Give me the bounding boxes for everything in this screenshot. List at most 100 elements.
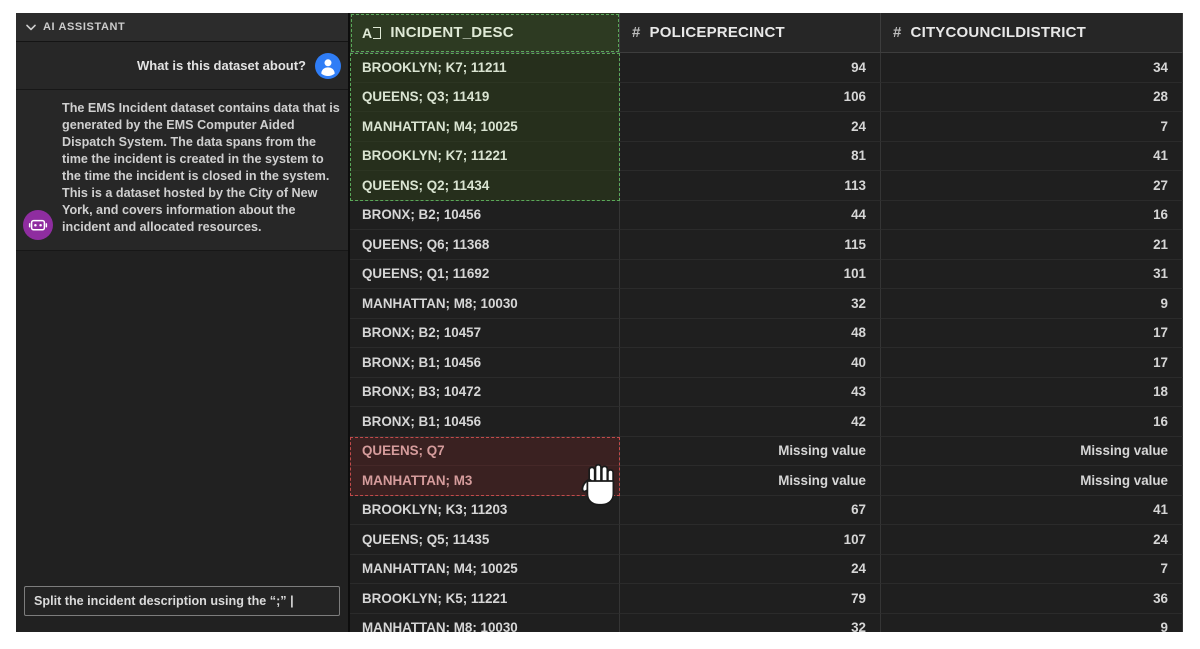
person-icon xyxy=(315,52,341,79)
cell-citycouncildistrict[interactable]: 17 xyxy=(881,348,1183,378)
cell-policeprecinct[interactable]: 106 xyxy=(620,82,881,112)
cell-incident-desc[interactable]: BROOKLYN; K7; 11211 xyxy=(350,53,620,83)
table-row: BROOKLYN; K3; 11203 67 41 xyxy=(350,495,1183,525)
cell-incident-desc[interactable]: QUEENS; Q1; 11692 xyxy=(350,259,620,289)
table-row: MANHATTAN; M4; 10025 24 7 xyxy=(350,554,1183,584)
cell-policeprecinct[interactable]: 79 xyxy=(620,584,881,614)
table-row: BRONX; B1; 10456 42 16 xyxy=(350,407,1183,437)
table-row: MANHATTAN; M8; 10030 32 9 xyxy=(350,289,1183,319)
table-row: BROOKLYN; K7; 11211 94 34 xyxy=(350,53,1183,83)
cell-policeprecinct[interactable]: 24 xyxy=(620,112,881,142)
number-type-icon: # xyxy=(893,24,902,41)
text-type-icon: A xyxy=(362,26,382,40)
cell-incident-desc[interactable]: MANHATTAN; M4; 10025 xyxy=(350,112,620,142)
table-header: A INCIDENT_DESC # POLICEPRECINCT # CITYC… xyxy=(350,13,1183,53)
cell-incident-desc[interactable]: QUEENS; Q3; 11419 xyxy=(350,82,620,112)
assistant-answer-text: The EMS Incident dataset contains data t… xyxy=(62,101,340,234)
table-row: MANHATTAN; M3 Missing value Missing value xyxy=(350,466,1183,496)
cell-incident-desc[interactable]: MANHATTAN; M8; 10030 xyxy=(350,613,620,632)
cell-policeprecinct[interactable]: 107 xyxy=(620,525,881,555)
cell-policeprecinct[interactable]: 44 xyxy=(620,200,881,230)
cell-incident-desc[interactable]: BRONX; B1; 10456 xyxy=(350,348,620,378)
column-header-label: POLICEPRECINCT xyxy=(649,24,785,41)
cell-citycouncildistrict[interactable]: 24 xyxy=(881,525,1183,555)
cell-incident-desc[interactable]: BROOKLYN; K3; 11203 xyxy=(350,495,620,525)
cell-policeprecinct[interactable]: 24 xyxy=(620,554,881,584)
cell-incident-desc[interactable]: BRONX; B2; 10456 xyxy=(350,200,620,230)
cell-incident-desc[interactable]: BRONX; B3; 10472 xyxy=(350,377,620,407)
cell-citycouncildistrict[interactable]: 16 xyxy=(881,407,1183,437)
cell-policeprecinct[interactable]: 101 xyxy=(620,259,881,289)
cell-citycouncildistrict[interactable]: 41 xyxy=(881,141,1183,171)
cell-citycouncildistrict[interactable]: 16 xyxy=(881,200,1183,230)
table-row: BROOKLYN; K5; 11221 79 36 xyxy=(350,584,1183,614)
cell-policeprecinct[interactable]: 113 xyxy=(620,171,881,201)
assistant-message: The EMS Incident dataset contains data t… xyxy=(16,90,348,251)
cell-policeprecinct[interactable]: 67 xyxy=(620,495,881,525)
cell-policeprecinct[interactable]: 42 xyxy=(620,407,881,437)
table-row: QUEENS; Q1; 11692 101 31 xyxy=(350,259,1183,289)
cell-citycouncildistrict[interactable]: 36 xyxy=(881,584,1183,614)
cell-citycouncildistrict[interactable]: 7 xyxy=(881,554,1183,584)
table-row: QUEENS; Q7 Missing value Missing value xyxy=(350,436,1183,466)
column-header-label: INCIDENT_DESC xyxy=(390,24,514,41)
table-row: QUEENS; Q2; 11434 113 27 xyxy=(350,171,1183,201)
column-header-citycouncildistrict[interactable]: # CITYCOUNCILDISTRICT xyxy=(881,13,1183,53)
number-type-icon: # xyxy=(632,24,641,41)
cell-citycouncildistrict[interactable]: Missing value xyxy=(881,436,1183,466)
table-row: MANHATTAN; M4; 10025 24 7 xyxy=(350,112,1183,142)
cell-policeprecinct[interactable]: 48 xyxy=(620,318,881,348)
cell-incident-desc[interactable]: BRONX; B2; 10457 xyxy=(350,318,620,348)
column-header-incident-desc[interactable]: A INCIDENT_DESC xyxy=(350,13,620,53)
cell-incident-desc[interactable]: BROOKLYN; K5; 11221 xyxy=(350,584,620,614)
table-row: BROOKLYN; K7; 11221 81 41 xyxy=(350,141,1183,171)
cell-citycouncildistrict[interactable]: 41 xyxy=(881,495,1183,525)
cell-citycouncildistrict[interactable]: 27 xyxy=(881,171,1183,201)
table-row: BRONX; B2; 10457 48 17 xyxy=(350,318,1183,348)
cell-incident-desc[interactable]: BRONX; B1; 10456 xyxy=(350,407,620,437)
sidebar-spacer xyxy=(16,251,348,586)
panel-title: AI ASSISTANT xyxy=(43,21,126,33)
column-header-label: CITYCOUNCILDISTRICT xyxy=(910,24,1087,41)
chat-input[interactable] xyxy=(24,586,340,616)
cell-policeprecinct[interactable]: Missing value xyxy=(620,436,881,466)
cell-citycouncildistrict[interactable]: 31 xyxy=(881,259,1183,289)
cell-incident-desc[interactable]: MANHATTAN; M8; 10030 xyxy=(350,289,620,319)
cell-incident-desc[interactable]: QUEENS; Q7 xyxy=(350,436,620,466)
cell-policeprecinct[interactable]: 115 xyxy=(620,230,881,260)
cell-policeprecinct[interactable]: 32 xyxy=(620,289,881,319)
cell-citycouncildistrict[interactable]: 34 xyxy=(881,53,1183,83)
user-question-text: What is this dataset about? xyxy=(136,58,306,73)
cell-incident-desc[interactable]: MANHATTAN; M3 xyxy=(350,466,620,496)
cell-citycouncildistrict[interactable]: 21 xyxy=(881,230,1183,260)
data-table: A INCIDENT_DESC # POLICEPRECINCT # CITYC… xyxy=(350,13,1183,632)
robot-icon xyxy=(23,210,53,240)
cell-policeprecinct[interactable]: 40 xyxy=(620,348,881,378)
cell-policeprecinct[interactable]: 43 xyxy=(620,377,881,407)
table-row: QUEENS; Q6; 11368 115 21 xyxy=(350,230,1183,260)
cell-citycouncildistrict[interactable]: Missing value xyxy=(881,466,1183,496)
cell-incident-desc[interactable]: BROOKLYN; K7; 11221 xyxy=(350,141,620,171)
cell-citycouncildistrict[interactable]: 28 xyxy=(881,82,1183,112)
table-row: MANHATTAN; M8; 10030 32 9 xyxy=(350,613,1183,632)
cell-citycouncildistrict[interactable]: 18 xyxy=(881,377,1183,407)
cell-incident-desc[interactable]: QUEENS; Q6; 11368 xyxy=(350,230,620,260)
cell-citycouncildistrict[interactable]: 17 xyxy=(881,318,1183,348)
user-message: What is this dataset about? xyxy=(16,42,348,90)
cell-incident-desc[interactable]: QUEENS; Q2; 11434 xyxy=(350,171,620,201)
cell-policeprecinct[interactable]: 81 xyxy=(620,141,881,171)
cell-policeprecinct[interactable]: 32 xyxy=(620,613,881,632)
cell-policeprecinct[interactable]: 94 xyxy=(620,53,881,83)
table-row: BRONX; B1; 10456 40 17 xyxy=(350,348,1183,378)
cell-incident-desc[interactable]: MANHATTAN; M4; 10025 xyxy=(350,554,620,584)
app-window: AI ASSISTANT What is this dataset about? xyxy=(16,13,1183,632)
ai-assistant-header[interactable]: AI ASSISTANT xyxy=(16,13,348,42)
table-row: QUEENS; Q5; 11435 107 24 xyxy=(350,525,1183,555)
column-header-policeprecinct[interactable]: # POLICEPRECINCT xyxy=(620,13,881,53)
cell-citycouncildistrict[interactable]: 7 xyxy=(881,112,1183,142)
cell-citycouncildistrict[interactable]: 9 xyxy=(881,289,1183,319)
cell-policeprecinct[interactable]: Missing value xyxy=(620,466,881,496)
cell-citycouncildistrict[interactable]: 9 xyxy=(881,613,1183,632)
cell-incident-desc[interactable]: QUEENS; Q5; 11435 xyxy=(350,525,620,555)
